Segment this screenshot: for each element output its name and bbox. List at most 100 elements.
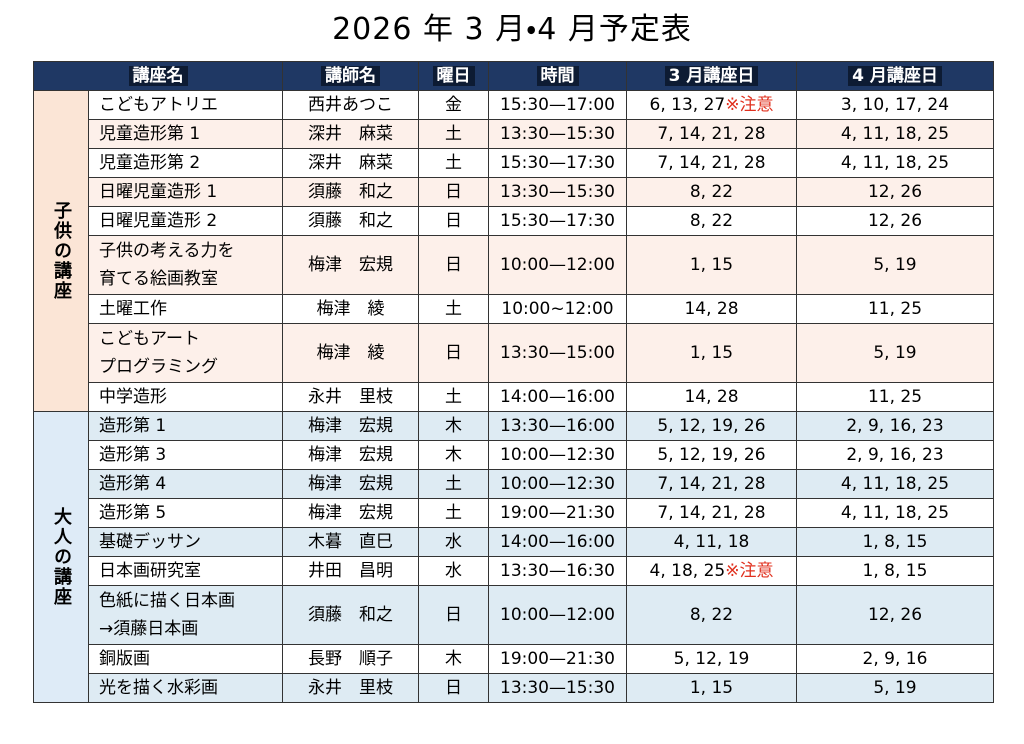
weekday: 日 xyxy=(418,323,489,383)
april-dates: 2, 9, 16, 23 xyxy=(796,411,994,441)
april-dates: 1, 8, 15 xyxy=(796,556,994,586)
april-dates: 3, 10, 17, 24 xyxy=(796,90,994,120)
time: 14:00—16:00 xyxy=(488,382,627,412)
march-date-list: 7, 14, 21, 28 xyxy=(657,503,766,523)
teacher: 梅津 宏規 xyxy=(282,440,419,470)
weekday: 土 xyxy=(418,148,489,178)
weekday: 土 xyxy=(418,294,489,324)
header-cell: 講座名 xyxy=(33,61,283,91)
table-header: 講座名 講師名 曜日 時間 3 月講座日 4 月講座日 xyxy=(33,61,994,91)
weekday: 木 xyxy=(418,411,489,441)
time: 13:30—16:00 xyxy=(488,411,627,441)
march-dates: 7, 14, 21, 28 xyxy=(626,148,797,178)
table-row: 日本画研究室 井田 昌明水 13:30—16:30 4, 18, 25※注意 1, 8,… xyxy=(33,556,994,586)
course-name: 日曜児童造形 1 xyxy=(88,177,283,207)
march-date-list: 14, 28 xyxy=(684,299,739,319)
april-dates: 11, 25 xyxy=(796,294,994,324)
weekday: 日 xyxy=(418,235,489,295)
teacher: 梅津 綾 xyxy=(282,323,419,383)
march-date-list: 4, 11, 18 xyxy=(673,532,750,552)
march-dates: 4, 11, 18 xyxy=(626,527,797,557)
weekday: 土 xyxy=(418,119,489,149)
weekday: 土 xyxy=(418,498,489,528)
march-date-list: 5, 12, 19 xyxy=(673,649,750,669)
march-dates: 7, 14, 21, 28 xyxy=(626,498,797,528)
teacher: 梅津 宏規 xyxy=(282,498,419,528)
teacher: 須藤 和之 xyxy=(282,177,419,207)
course-name: 土曜工作 xyxy=(88,294,283,324)
time: 10:00—12:30 xyxy=(488,440,627,470)
april-dates: 11, 25 xyxy=(796,382,994,412)
april-dates: 4, 11, 18, 25 xyxy=(796,148,994,178)
teacher: 深井 麻菜 xyxy=(282,148,419,178)
page-title: 2026 年 3 月・4 月予定表 xyxy=(332,12,692,47)
weekday: 土 xyxy=(418,382,489,412)
teacher: 須藤 和之 xyxy=(282,206,419,236)
header-row: 講座名 講師名 曜日 時間 3 月講座日 4 月講座日 xyxy=(33,61,994,91)
table-row: 造形第 3 梅津 宏規木 10:00—12:30 5, 12, 19, 26 2, 9,… xyxy=(33,440,994,470)
course-name: 日本画研究室 xyxy=(88,556,283,586)
teacher: 須藤 和之 xyxy=(282,585,419,645)
time: 10:00~12:00 xyxy=(488,294,627,324)
header-label: 講師名 xyxy=(321,66,380,86)
april-dates: 12, 26 xyxy=(796,177,994,207)
weekday: 木 xyxy=(418,644,489,674)
april-dates: 12, 26 xyxy=(796,206,994,236)
march-date-list: 1, 15 xyxy=(689,255,734,275)
table-body: 子供の講座 こどもアトリエ 西井あつこ金 15:30—17:00 6, 13, 27※注… xyxy=(33,90,994,703)
header-label: 時間 xyxy=(536,66,579,86)
march-date-list: 1, 15 xyxy=(689,343,734,363)
course-name: 造形第 4 xyxy=(88,469,283,499)
course-name: 造形第 5 xyxy=(88,498,283,528)
teacher: 木暮 直巳 xyxy=(282,527,419,557)
teacher: 梅津 宏規 xyxy=(282,469,419,499)
april-dates: 2, 9, 16 xyxy=(796,644,994,674)
header-label: 3 月講座日 xyxy=(664,66,759,86)
course-name: 日曜児童造形 2 xyxy=(88,206,283,236)
time: 19:00—21:30 xyxy=(488,644,627,674)
header-label: 曜日 xyxy=(432,66,475,86)
course-name: 造形第 1 xyxy=(88,411,283,441)
time: 19:00—21:30 xyxy=(488,498,627,528)
weekday: 水 xyxy=(418,527,489,557)
header-cell: 3 月講座日 xyxy=(626,61,797,91)
april-dates: 4, 11, 18, 25 xyxy=(796,498,994,528)
teacher: 西井あつこ xyxy=(282,90,419,120)
header-label: 講座名 xyxy=(128,66,188,86)
march-dates: 7, 14, 21, 28 xyxy=(626,119,797,149)
time: 10:00—12:30 xyxy=(488,469,627,499)
table-row: 色紙に描く日本画 →須藤日本画 須藤 和之日 10:00—12:00 8, 22 12,… xyxy=(33,585,994,645)
march-dates: 8, 22 xyxy=(626,206,797,236)
course-name: 中学造形 xyxy=(88,382,283,412)
table-row: こどもアート プログラミング 梅津 綾日 13:30—15:00 1, 15 5, 19 xyxy=(33,323,994,383)
course-name: 基礎デッサン xyxy=(88,527,283,557)
group-label: 大人の講座 xyxy=(33,411,89,703)
april-dates: 5, 19 xyxy=(796,323,994,383)
table-row: 土曜工作 梅津 綾土 10:00~12:00 14, 28 11, 25 xyxy=(33,294,994,324)
march-dates: 5, 12, 19, 26 xyxy=(626,440,797,470)
april-dates: 5, 19 xyxy=(796,235,994,295)
march-dates: 6, 13, 27※注意 xyxy=(626,90,797,120)
march-dates: 8, 22 xyxy=(626,177,797,207)
march-dates: 14, 28 xyxy=(626,382,797,412)
header-cell: 時間 xyxy=(488,61,627,91)
weekday: 水 xyxy=(418,556,489,586)
teacher: 梅津 宏規 xyxy=(282,411,419,441)
course-name: 児童造形第 2 xyxy=(88,148,283,178)
teacher: 梅津 宏規 xyxy=(282,235,419,295)
table-row: 基礎デッサン 木暮 直巳水 14:00—16:00 4, 11, 18 1, 8, 15 xyxy=(33,527,994,557)
march-dates: 5, 12, 19 xyxy=(626,644,797,674)
march-dates: 4, 18, 25※注意 xyxy=(626,556,797,586)
weekday: 木 xyxy=(418,440,489,470)
group-label: 子供の講座 xyxy=(33,90,89,412)
march-date-list: 14, 28 xyxy=(684,387,739,407)
time: 13:30—15:30 xyxy=(488,119,627,149)
teacher: 梅津 綾 xyxy=(282,294,419,324)
march-dates: 5, 12, 19, 26 xyxy=(626,411,797,441)
course-name: こどもアート プログラミング xyxy=(88,323,283,383)
table-row: 児童造形第 1 深井 麻菜土 13:30—15:30 7, 14, 21, 28 4, … xyxy=(33,119,994,149)
march-date-list: 7, 14, 21, 28 xyxy=(657,474,766,494)
march-date-list: 7, 14, 21, 28 xyxy=(657,153,766,173)
march-date-list: 6, 13, 27 xyxy=(649,95,726,115)
